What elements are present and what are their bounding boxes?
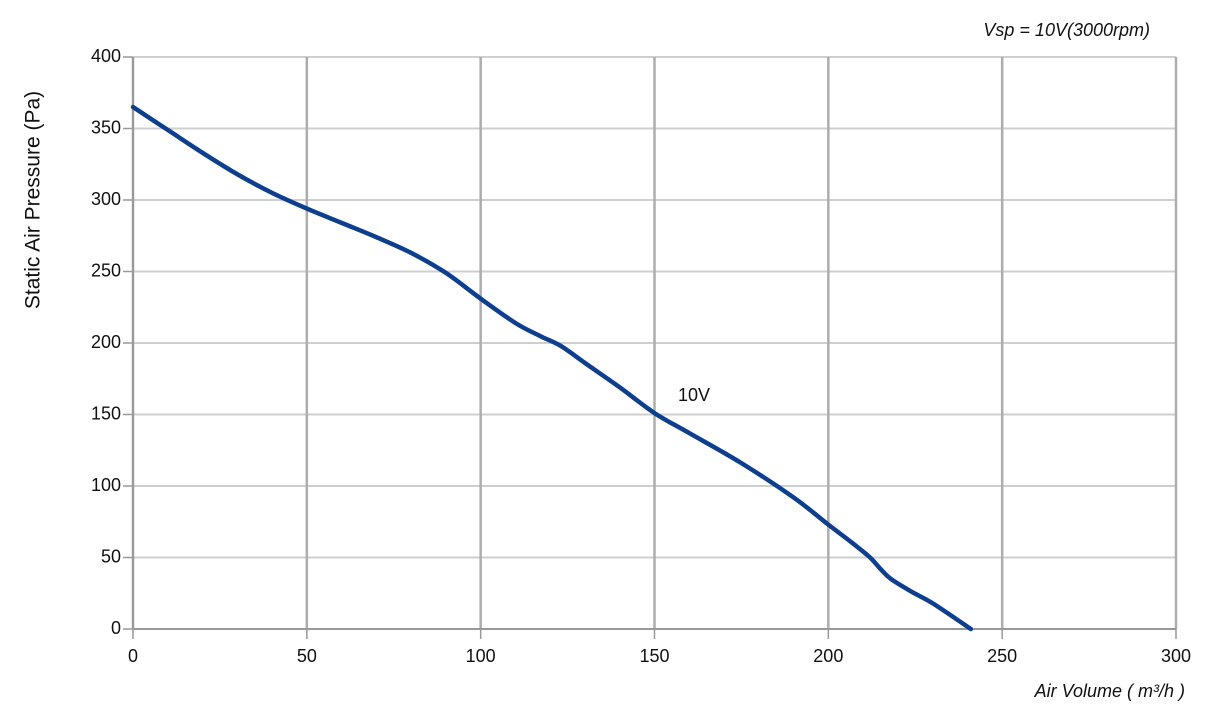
data-line — [130, 104, 974, 632]
y-tick-label: 150 — [91, 403, 121, 423]
x-tick-label: 200 — [813, 646, 843, 666]
chart-title: Vsp = 10V(3000rpm) — [983, 20, 1150, 40]
y-tick-label: 250 — [91, 260, 121, 280]
y-axis-label: Static Air Pressure (Pa) — [22, 91, 45, 309]
y-tick-label: 200 — [91, 332, 121, 352]
y-tick-label: 400 — [91, 46, 121, 66]
y-tick-label: 300 — [91, 189, 121, 209]
x-tick-label: 0 — [128, 646, 138, 666]
annotation: 10V — [678, 385, 710, 405]
y-tick-label: 100 — [91, 475, 121, 495]
x-tick-label: 150 — [639, 646, 669, 666]
x-tick-label: 300 — [1161, 646, 1191, 666]
x-tick-label: 100 — [466, 646, 496, 666]
x-axis-label: Air Volume ( m³/h ) — [1034, 681, 1185, 701]
x-tick-label: 50 — [297, 646, 317, 666]
y-tick-label: 0 — [111, 618, 121, 638]
y-tick-label: 350 — [91, 117, 121, 137]
x-tick-label: 250 — [987, 646, 1017, 666]
y-tick-label: 50 — [101, 546, 121, 566]
